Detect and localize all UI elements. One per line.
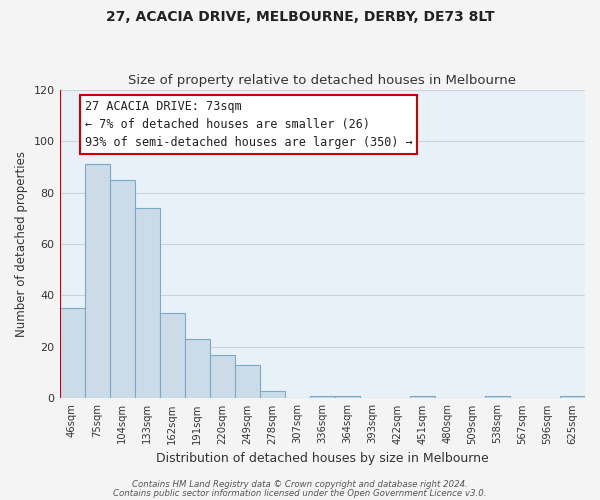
Title: Size of property relative to detached houses in Melbourne: Size of property relative to detached ho… [128, 74, 516, 87]
Bar [110, 180, 134, 398]
Bar [209, 354, 235, 399]
Text: Contains HM Land Registry data © Crown copyright and database right 2024.: Contains HM Land Registry data © Crown c… [132, 480, 468, 489]
Bar [260, 390, 285, 398]
X-axis label: Distribution of detached houses by size in Melbourne: Distribution of detached houses by size … [156, 452, 488, 465]
Bar [335, 396, 360, 398]
Bar [560, 396, 585, 398]
Bar [185, 339, 209, 398]
Bar [485, 396, 510, 398]
Bar [59, 308, 85, 398]
Bar [160, 314, 185, 398]
Bar [85, 164, 110, 398]
Y-axis label: Number of detached properties: Number of detached properties [15, 151, 28, 337]
Bar [410, 396, 435, 398]
Bar [134, 208, 160, 398]
Bar [310, 396, 335, 398]
Text: 27 ACACIA DRIVE: 73sqm
← 7% of detached houses are smaller (26)
93% of semi-deta: 27 ACACIA DRIVE: 73sqm ← 7% of detached … [85, 100, 412, 149]
Text: Contains public sector information licensed under the Open Government Licence v3: Contains public sector information licen… [113, 488, 487, 498]
Text: 27, ACACIA DRIVE, MELBOURNE, DERBY, DE73 8LT: 27, ACACIA DRIVE, MELBOURNE, DERBY, DE73… [106, 10, 494, 24]
Bar [235, 365, 260, 398]
